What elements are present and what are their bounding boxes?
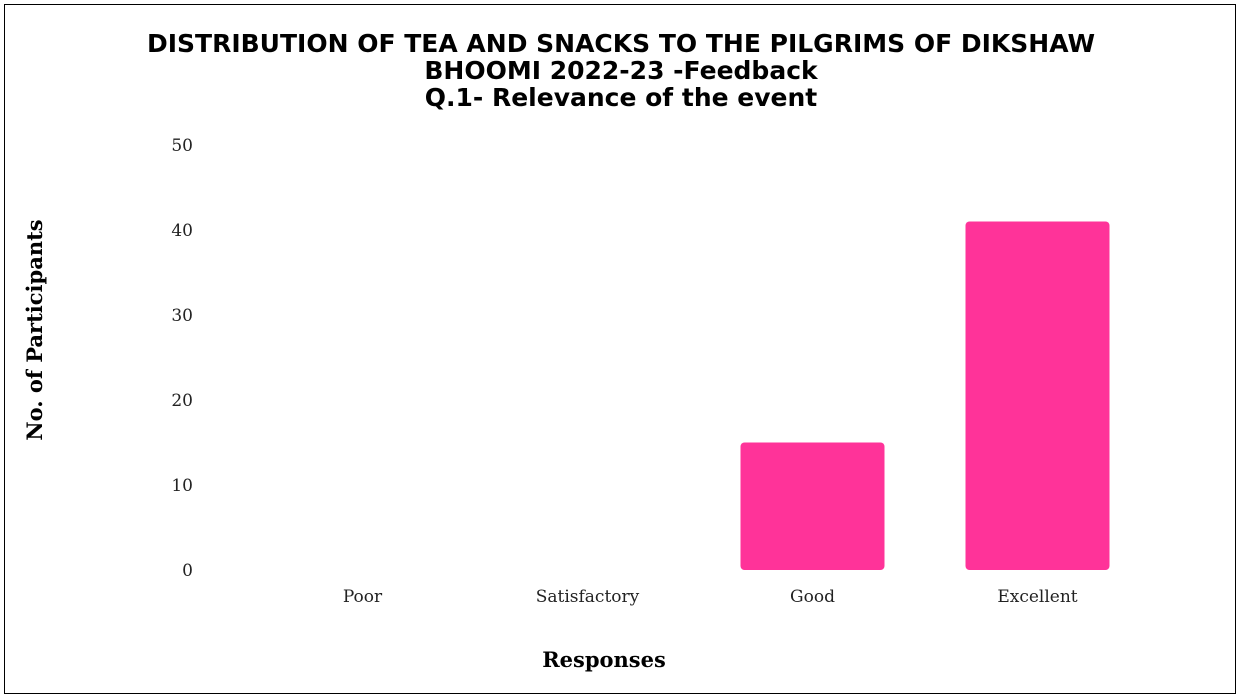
y-tick-label: 0 xyxy=(182,561,193,581)
x-tick-label: Excellent xyxy=(997,587,1077,607)
y-axis-ticks: 0 10 20 30 40 50 xyxy=(171,136,193,581)
y-tick-label: 50 xyxy=(171,136,193,156)
bars xyxy=(740,221,1110,570)
bar-excellent xyxy=(965,221,1110,570)
chart-title-line-2: BHOOMI 2022-23 -Feedback xyxy=(424,56,818,85)
chart-title: DISTRIBUTION OF TEA AND SNACKS TO THE PI… xyxy=(0,30,1242,111)
x-tick-label: Satisfactory xyxy=(536,587,640,607)
y-tick-label: 40 xyxy=(171,221,193,241)
y-tick-label: 10 xyxy=(171,476,193,496)
y-tick-label: 30 xyxy=(171,306,193,326)
x-tick-label: Poor xyxy=(343,587,383,607)
chart-title-line-3: Q.1- Relevance of the event xyxy=(424,83,818,112)
x-axis-title: Responses xyxy=(542,647,666,672)
y-axis-title: No. of Participants xyxy=(22,219,47,440)
x-axis-ticks: Poor Satisfactory Good Excellent xyxy=(343,587,1078,607)
x-tick-label: Good xyxy=(790,587,835,607)
bar-good xyxy=(740,442,885,570)
chart-title-line-1: DISTRIBUTION OF TEA AND SNACKS TO THE PI… xyxy=(146,29,1096,58)
y-tick-label: 20 xyxy=(171,391,193,411)
